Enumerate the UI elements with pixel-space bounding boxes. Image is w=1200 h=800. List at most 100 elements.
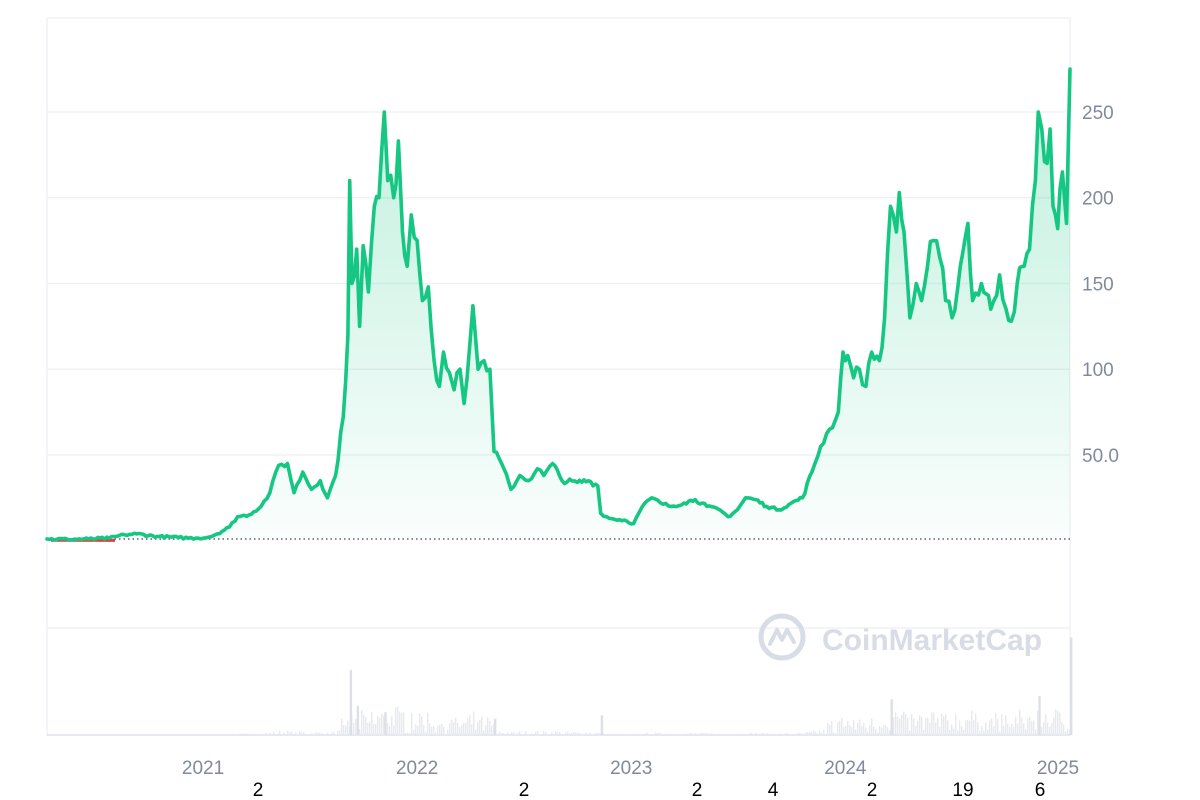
volume-bar	[133, 734, 135, 735]
volume-bar	[467, 718, 469, 735]
volume-bar	[643, 734, 645, 735]
volume-bar	[143, 734, 145, 735]
volume-bar	[917, 720, 919, 735]
volume-bar	[295, 732, 297, 735]
volume-bar	[617, 734, 619, 735]
volume-bar	[877, 732, 879, 735]
volume-bar	[433, 726, 435, 735]
volume-bar	[155, 734, 157, 735]
volume-bar	[203, 734, 205, 735]
volume-bar	[313, 734, 315, 735]
volume-bar	[151, 734, 153, 735]
volume-bar	[545, 732, 547, 735]
volume-bar	[903, 711, 905, 735]
volume-bar	[935, 722, 937, 735]
volume-bar	[1001, 714, 1003, 735]
volume-bar	[289, 732, 291, 735]
volume-bar	[395, 707, 397, 735]
volume-bar	[861, 725, 863, 735]
x-tick-label: 2024	[824, 758, 867, 779]
volume-bar	[105, 734, 107, 735]
volume-bar	[1053, 717, 1055, 735]
volume-bar	[489, 721, 491, 735]
volume-bar	[375, 723, 377, 735]
volume-bar	[765, 734, 767, 735]
volume-bar	[535, 732, 537, 735]
volume-bar	[595, 732, 597, 735]
volume-bar	[77, 734, 79, 735]
volume-bar	[803, 733, 805, 735]
volume-bar	[517, 732, 519, 735]
volume-bar	[753, 734, 755, 735]
volume-bar	[337, 730, 339, 735]
volume-bar	[95, 734, 97, 735]
volume-bar	[209, 734, 211, 735]
volume-bar	[987, 729, 989, 735]
volume-bar	[503, 733, 505, 735]
volume-bar	[483, 730, 485, 735]
volume-bar	[937, 717, 939, 735]
y-tick-label: 150	[1082, 274, 1114, 295]
volume-bar	[335, 734, 337, 735]
volume-bar	[1029, 716, 1031, 735]
volume-bar	[269, 732, 271, 735]
volume-bar	[1049, 726, 1051, 735]
volume-bar	[75, 734, 77, 735]
volume-bar	[97, 734, 99, 735]
volume-bar	[397, 706, 399, 735]
volume-bar	[181, 734, 183, 735]
volume-bar	[347, 720, 349, 735]
volume-bar	[717, 733, 719, 735]
volume-bar	[833, 732, 835, 735]
volume-bar	[831, 721, 833, 735]
volume-bar	[1037, 710, 1039, 735]
volume-bar	[129, 734, 131, 735]
volume-bar	[213, 734, 215, 735]
volume-bar	[885, 725, 887, 735]
volume-bar	[921, 716, 923, 735]
volume-bar	[511, 732, 513, 735]
volume-bar	[909, 730, 911, 735]
volume-bar	[959, 720, 961, 735]
volume-bar	[137, 734, 139, 735]
volume-bar	[229, 734, 231, 735]
volume-bar	[239, 733, 241, 735]
volume-bar	[875, 729, 877, 735]
volume-bar	[259, 734, 261, 735]
volume-bar	[285, 734, 287, 735]
volume-bar	[497, 733, 499, 735]
volume-bar	[649, 734, 651, 735]
volume-bar	[145, 734, 147, 735]
volume-bar	[777, 734, 779, 735]
volume-bar	[587, 734, 589, 735]
volume-bar	[479, 719, 481, 735]
volume-bar	[199, 734, 201, 735]
volume-bar	[101, 734, 103, 735]
volume-bar	[417, 725, 419, 735]
volume-bar	[757, 734, 759, 735]
volume-bar	[1013, 726, 1015, 735]
volume-bar	[273, 731, 275, 735]
volume-bar	[487, 716, 489, 735]
volume-bar	[639, 733, 641, 735]
volume-bar	[409, 733, 411, 735]
volume-bar	[219, 734, 221, 735]
volume-bar	[271, 734, 273, 735]
volume-bar	[281, 734, 283, 735]
volume-bar	[317, 732, 319, 735]
volume-bar	[477, 722, 479, 735]
volume-bar	[453, 722, 455, 735]
x-axis: 2021 2022 2023 2024 2025	[182, 758, 1079, 779]
volume-bar	[461, 724, 463, 735]
volume-bars	[49, 637, 1073, 735]
volume-bar	[1055, 709, 1057, 735]
volume-bar	[505, 734, 507, 735]
volume-bar	[787, 733, 789, 735]
volume-bar	[737, 734, 739, 735]
volume-bar	[379, 717, 381, 735]
volume-bar	[665, 734, 667, 735]
volume-bar	[657, 732, 659, 735]
volume-bar	[845, 725, 847, 735]
volume-spike-0	[349, 670, 353, 735]
